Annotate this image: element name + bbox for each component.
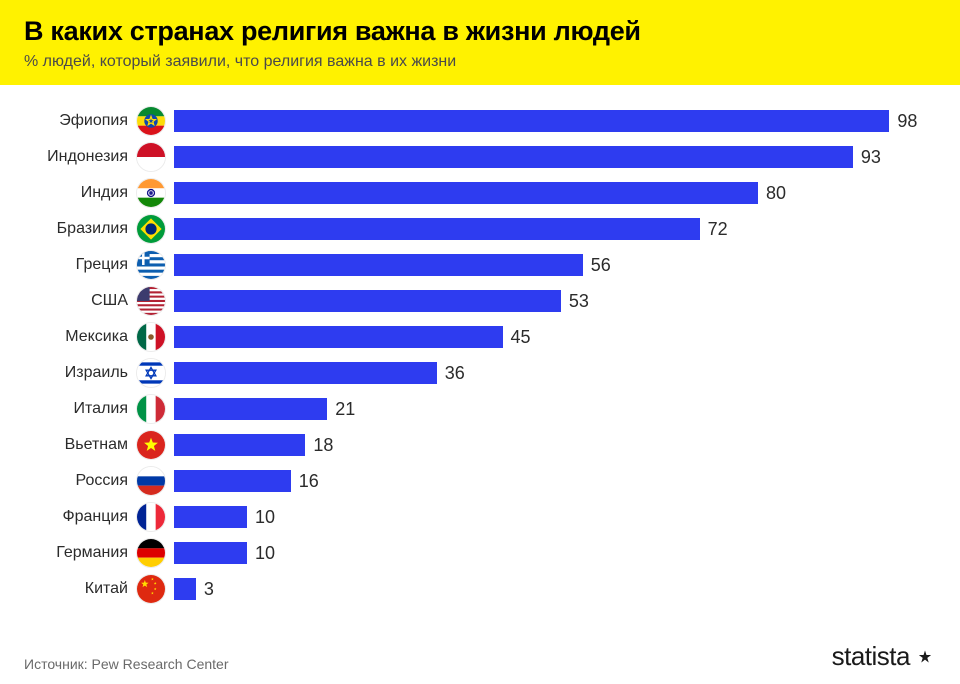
chart-row: Вьетнам 18 [24, 427, 936, 463]
russia-flag-icon [136, 466, 166, 496]
chart-row: США 53 [24, 283, 936, 319]
bar [174, 398, 327, 420]
country-label: Мексика [24, 328, 136, 346]
bar [174, 290, 561, 312]
bar-value: 18 [313, 435, 333, 456]
bar-value: 36 [445, 363, 465, 384]
bar-track: 72 [174, 218, 936, 240]
bar-value: 72 [708, 219, 728, 240]
country-label: Италия [24, 400, 136, 418]
bar [174, 182, 758, 204]
vietnam-flag-icon [136, 430, 166, 460]
china-flag-icon [136, 574, 166, 604]
bar [174, 434, 305, 456]
bar [174, 254, 583, 276]
chart-row: Италия 21 [24, 391, 936, 427]
bar-value: 45 [511, 327, 531, 348]
greece-flag-icon [136, 250, 166, 280]
country-label: Франция [24, 508, 136, 526]
bar-track: 21 [174, 398, 936, 420]
bar [174, 110, 889, 132]
bar-value: 56 [591, 255, 611, 276]
chart-row: Германия 10 [24, 535, 936, 571]
bar [174, 470, 291, 492]
bar-track: 16 [174, 470, 936, 492]
bar-value: 10 [255, 507, 275, 528]
bar-value: 3 [204, 579, 214, 600]
bar-value: 10 [255, 543, 275, 564]
france-flag-icon [136, 502, 166, 532]
bar-value: 80 [766, 183, 786, 204]
chart-row: Китай 3 [24, 571, 936, 607]
country-label: Бразилия [24, 220, 136, 238]
bar [174, 578, 196, 600]
indonesia-flag-icon [136, 142, 166, 172]
bar-value: 16 [299, 471, 319, 492]
bar [174, 506, 247, 528]
bar-track: 53 [174, 290, 936, 312]
bar-value: 98 [897, 111, 917, 132]
source-label: Источник: Pew Research Center [24, 656, 229, 672]
country-label: Вьетнам [24, 436, 136, 454]
country-label: Германия [24, 544, 136, 562]
ethiopia-flag-icon [136, 106, 166, 136]
bar-track: 36 [174, 362, 936, 384]
mexico-flag-icon [136, 322, 166, 352]
brazil-flag-icon [136, 214, 166, 244]
bar [174, 326, 503, 348]
india-flag-icon [136, 178, 166, 208]
chart-row: Греция 56 [24, 247, 936, 283]
bar-track: 80 [174, 182, 936, 204]
bar-track: 56 [174, 254, 936, 276]
bar [174, 218, 700, 240]
usa-flag-icon [136, 286, 166, 316]
chart-row: Израиль 36 [24, 355, 936, 391]
bar-track: 98 [174, 110, 936, 132]
country-label: Израиль [24, 364, 136, 382]
bar-track: 10 [174, 506, 936, 528]
bar-track: 10 [174, 542, 936, 564]
chart-row: Индия 80 [24, 175, 936, 211]
bar-track: 93 [174, 146, 936, 168]
country-label: Россия [24, 472, 136, 490]
country-label: Эфиопия [24, 112, 136, 130]
statista-logo: statista [832, 641, 936, 672]
bar-chart: Эфиопия 98 Индонезия 93 Индия 80 Бразилия 72 Гре… [0, 85, 960, 607]
italy-flag-icon [136, 394, 166, 424]
chart-row: Бразилия 72 [24, 211, 936, 247]
footer: Источник: Pew Research Center statista [24, 641, 936, 672]
bar-value: 93 [861, 147, 881, 168]
logo-glyph-icon [914, 646, 936, 668]
chart-subtitle: % людей, который заявили, что религия ва… [24, 53, 936, 71]
country-label: США [24, 292, 136, 310]
chart-title: В каких странах религия важна в жизни лю… [24, 16, 936, 47]
logo-text: statista [832, 641, 910, 672]
chart-row: Эфиопия 98 [24, 103, 936, 139]
chart-row: Франция 10 [24, 499, 936, 535]
chart-row: Индонезия 93 [24, 139, 936, 175]
country-label: Китай [24, 580, 136, 598]
header: В каких странах религия важна в жизни лю… [0, 0, 960, 85]
chart-row: Россия 16 [24, 463, 936, 499]
bar-track: 45 [174, 326, 936, 348]
country-label: Индия [24, 184, 136, 202]
israel-flag-icon [136, 358, 166, 388]
country-label: Индонезия [24, 148, 136, 166]
bar [174, 542, 247, 564]
bar [174, 362, 437, 384]
bar [174, 146, 853, 168]
bar-value: 21 [335, 399, 355, 420]
bar-value: 53 [569, 291, 589, 312]
country-label: Греция [24, 256, 136, 274]
bar-track: 18 [174, 434, 936, 456]
bar-track: 3 [174, 578, 936, 600]
chart-row: Мексика 45 [24, 319, 936, 355]
germany-flag-icon [136, 538, 166, 568]
